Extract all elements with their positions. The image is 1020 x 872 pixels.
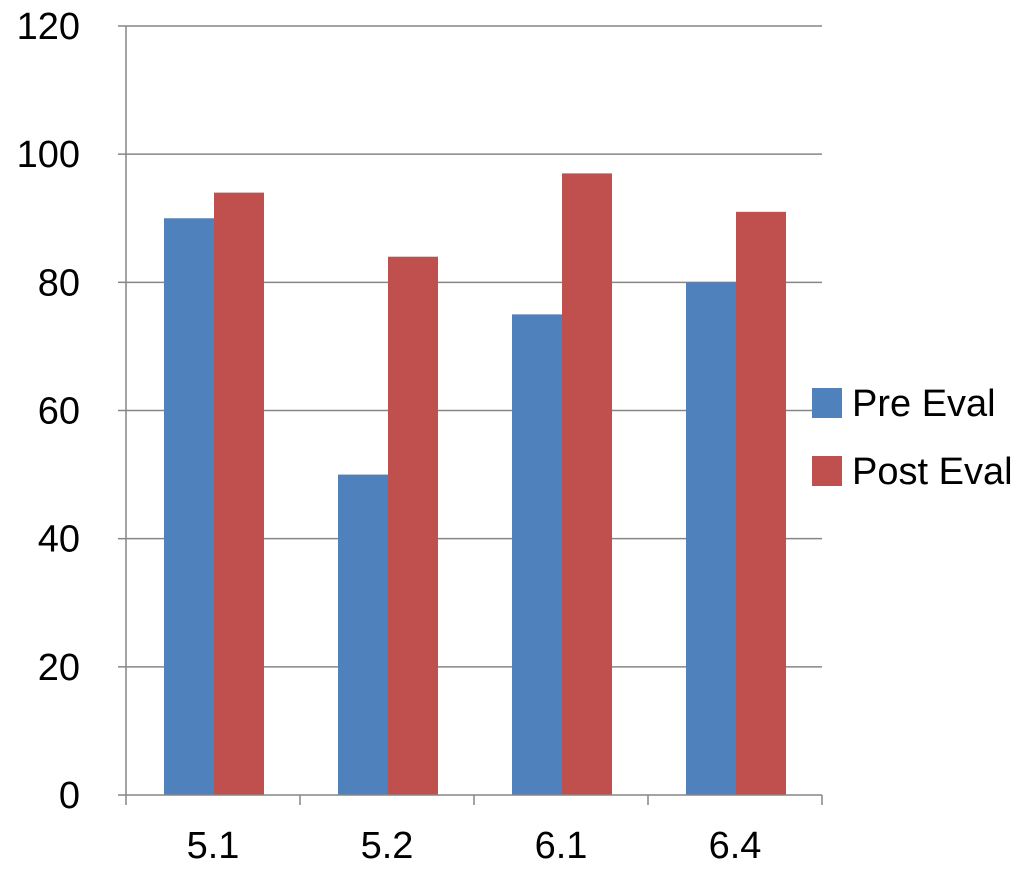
bar-pre-eval-5-1: [164, 218, 214, 795]
bar-post-eval-6-4: [736, 211, 786, 795]
x-tick-label: 6.1: [535, 825, 588, 867]
x-tick-label: 5.2: [361, 825, 414, 867]
x-tick-label: 6.4: [709, 825, 762, 867]
bar-pre-eval-6-4: [686, 282, 736, 795]
y-tick-label: 100: [17, 134, 80, 176]
legend-label: Post Eval: [852, 451, 1013, 493]
legend: Pre Eval Post Eval: [812, 383, 1013, 493]
legend-label: Pre Eval: [852, 383, 996, 425]
y-tick-label: 40: [38, 519, 80, 561]
y-tick-label: 0: [59, 775, 80, 817]
y-axis-ticks: 0 20 40 60 80 100 120: [17, 6, 126, 817]
y-tick-label: 80: [38, 262, 80, 304]
x-tick-label: 5.1: [187, 825, 240, 867]
x-axis-ticks: 5.1 5.2 6.1 6.4: [125, 795, 823, 867]
bar-pre-eval-6-1: [512, 314, 562, 795]
y-tick-label: 20: [38, 647, 80, 689]
y-tick-label: 120: [17, 6, 80, 48]
legend-swatch: [812, 456, 842, 486]
bar-post-eval-5-2: [388, 256, 438, 795]
bar-post-eval-6-1: [562, 173, 612, 795]
bar-pre-eval-5-2: [338, 474, 388, 795]
legend-swatch: [812, 388, 842, 418]
bars: [164, 173, 786, 795]
y-tick-label: 60: [38, 391, 80, 433]
bar-post-eval-5-1: [214, 192, 264, 795]
